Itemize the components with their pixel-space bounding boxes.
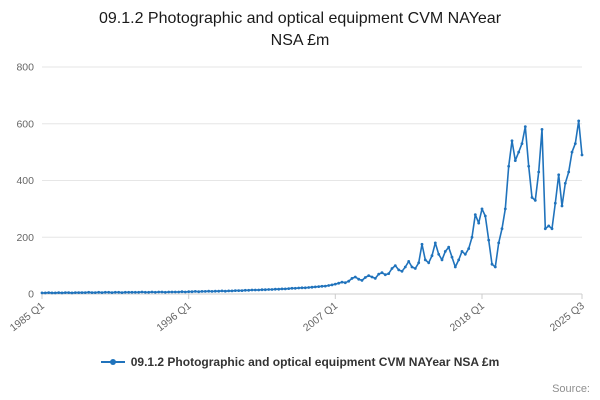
svg-text:2025 Q3: 2025 Q3 xyxy=(548,300,587,334)
svg-text:600: 600 xyxy=(16,118,34,130)
chart-title: 09.1.2 Photographic and optical equipmen… xyxy=(0,8,600,51)
svg-text:400: 400 xyxy=(16,175,34,187)
svg-text:1985 Q1: 1985 Q1 xyxy=(8,300,47,334)
svg-text:0: 0 xyxy=(28,289,34,301)
svg-text:200: 200 xyxy=(16,232,34,244)
svg-text:2007 Q1: 2007 Q1 xyxy=(301,300,340,334)
chart-title-line2: NSA £m xyxy=(270,31,330,49)
svg-text:2018 Q1: 2018 Q1 xyxy=(448,300,487,334)
svg-text:800: 800 xyxy=(16,62,34,74)
legend: 09.1.2 Photographic and optical equipmen… xyxy=(0,354,600,372)
legend-item[interactable]: 09.1.2 Photographic and optical equipmen… xyxy=(100,355,500,369)
legend-label: 09.1.2 Photographic and optical equipmen… xyxy=(130,355,500,369)
svg-text:1996 Q1: 1996 Q1 xyxy=(154,300,193,334)
legend-line-marker-icon xyxy=(100,359,125,365)
chart-svg: 0 200 400 600 800 1985 Q1 1996 Q1 2007 Q1 2018 Q… xyxy=(8,62,587,335)
source-label: Source: xyxy=(552,383,590,395)
chart-title-line1: 09.1.2 Photographic and optical equipmen… xyxy=(98,10,502,27)
